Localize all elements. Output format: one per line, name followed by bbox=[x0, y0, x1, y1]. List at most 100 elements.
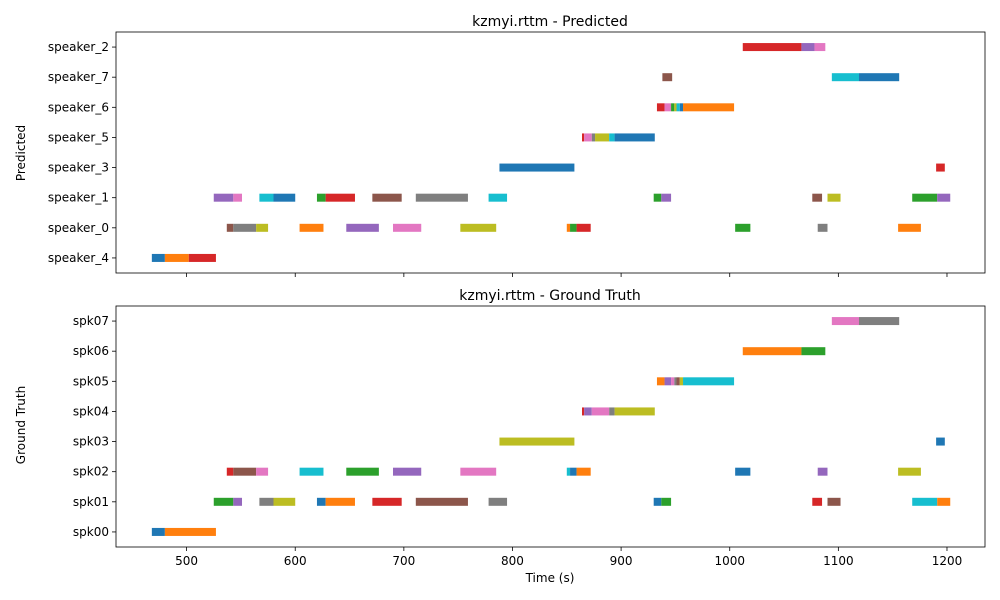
predicted-plot-frame bbox=[115, 31, 986, 274]
predicted-segment-speaker_3 bbox=[936, 163, 945, 172]
predicted-segment-speaker_6 bbox=[674, 103, 677, 112]
ground-truth-segment-spk01 bbox=[415, 497, 468, 506]
predicted-segment-speaker_0 bbox=[898, 223, 921, 232]
x-tick-label: 900 bbox=[610, 554, 633, 568]
ground-truth-segment-spk02 bbox=[299, 467, 324, 476]
ground-truth-segment-spk02 bbox=[576, 467, 591, 476]
x-axis-label: Time (s) bbox=[525, 571, 575, 585]
predicted-segment-speaker_6 bbox=[656, 103, 665, 112]
predicted-segment-speaker_1 bbox=[661, 193, 672, 202]
predicted-y-tick-label: speaker_7 bbox=[48, 70, 109, 84]
ground-truth-segment-spk01 bbox=[213, 497, 234, 506]
predicted-segment-speaker_3 bbox=[499, 163, 575, 172]
predicted-y-ticks: speaker_4 speaker_0 speaker_1 speaker_3 spea… bbox=[48, 40, 116, 265]
ground-truth-y-tick-label: spk04 bbox=[73, 404, 109, 418]
predicted-segment-speaker_1 bbox=[316, 193, 326, 202]
ground-truth-y-tick-label: spk05 bbox=[73, 374, 109, 388]
ground-truth-segment-spk01 bbox=[316, 497, 326, 506]
predicted-segment-speaker_1 bbox=[415, 193, 468, 202]
predicted-segment-speaker_1 bbox=[827, 193, 841, 202]
predicted-y-tick-label: speaker_3 bbox=[48, 161, 109, 175]
ground-truth-segment-spk01 bbox=[259, 497, 274, 506]
ground-truth-segment-spk01 bbox=[827, 497, 841, 506]
ground-truth-segment-spk06 bbox=[742, 347, 802, 356]
predicted-segment-speaker_0 bbox=[226, 223, 234, 232]
ground-truth-y-tick-label: spk06 bbox=[73, 344, 109, 358]
predicted-segment-speaker_2 bbox=[801, 43, 815, 52]
predicted-segment-speaker_5 bbox=[614, 133, 655, 142]
predicted-segment-speaker_7 bbox=[662, 73, 673, 82]
predicted-y-tick-label: speaker_1 bbox=[48, 191, 109, 205]
predicted-segment-speaker_0 bbox=[566, 223, 571, 232]
predicted-panel: kzmyi.rttm - Predicted Predicted speaker… bbox=[14, 14, 986, 277]
ground-truth-segment-spk01 bbox=[488, 497, 508, 506]
x-tick-label: 800 bbox=[501, 554, 524, 568]
ground-truth-segment-spk00 bbox=[151, 527, 165, 536]
predicted-segment-speaker_1 bbox=[372, 193, 402, 202]
ground-truth-segment-spk01 bbox=[661, 497, 672, 506]
predicted-segment-speaker_0 bbox=[570, 223, 577, 232]
ground-truth-title: kzmyi.rttm - Ground Truth bbox=[459, 288, 640, 304]
ground-truth-segment-spk01 bbox=[325, 497, 355, 506]
predicted-segments bbox=[151, 43, 951, 262]
predicted-segment-speaker_6 bbox=[683, 103, 735, 112]
predicted-segment-speaker_1 bbox=[653, 193, 662, 202]
predicted-segment-speaker_0 bbox=[817, 223, 828, 232]
x-tick-label: 1200 bbox=[932, 554, 963, 568]
predicted-segment-speaker_5 bbox=[595, 133, 610, 142]
ground-truth-segment-spk05 bbox=[671, 377, 675, 386]
predicted-segment-speaker_1 bbox=[488, 193, 508, 202]
ground-truth-segment-spk02 bbox=[817, 467, 828, 476]
predicted-y-tick-label: speaker_6 bbox=[48, 100, 109, 114]
ground-truth-y-ticks: spk00 spk01 spk02 spk03 spk04 spk05 spk06 spk07 bbox=[73, 314, 116, 539]
predicted-x-ticks bbox=[186, 273, 948, 277]
ground-truth-segment-spk05 bbox=[674, 377, 677, 386]
x-tick-label: 700 bbox=[392, 554, 415, 568]
ground-truth-segments bbox=[151, 317, 951, 536]
predicted-segment-speaker_1 bbox=[213, 193, 234, 202]
ground-truth-segment-spk04 bbox=[591, 407, 610, 416]
ground-truth-segment-spk02 bbox=[226, 467, 234, 476]
predicted-segment-speaker_5 bbox=[591, 133, 596, 142]
ground-truth-segment-spk02 bbox=[392, 467, 422, 476]
predicted-segment-speaker_1 bbox=[325, 193, 355, 202]
ground-truth-segment-spk02 bbox=[233, 467, 257, 476]
predicted-y-axis-label: Predicted bbox=[14, 125, 28, 181]
predicted-segment-speaker_6 bbox=[671, 103, 675, 112]
predicted-segment-speaker_0 bbox=[233, 223, 257, 232]
predicted-segment-speaker_0 bbox=[346, 223, 379, 232]
predicted-segment-speaker_5 bbox=[582, 133, 585, 142]
ground-truth-segment-spk06 bbox=[801, 347, 826, 356]
ground-truth-segment-spk05 bbox=[683, 377, 735, 386]
ground-truth-segment-spk00 bbox=[164, 527, 216, 536]
predicted-segment-speaker_1 bbox=[812, 193, 823, 202]
ground-truth-segment-spk01 bbox=[653, 497, 662, 506]
predicted-segment-speaker_1 bbox=[937, 193, 951, 202]
predicted-y-tick-label: speaker_0 bbox=[48, 221, 109, 235]
ground-truth-segment-spk04 bbox=[614, 407, 655, 416]
ground-truth-segment-spk01 bbox=[937, 497, 951, 506]
ground-truth-segment-spk02 bbox=[256, 467, 269, 476]
ground-truth-segment-spk02 bbox=[346, 467, 379, 476]
x-tick-label: 500 bbox=[175, 554, 198, 568]
ground-truth-segment-spk04 bbox=[582, 407, 585, 416]
ground-truth-segment-spk02 bbox=[735, 467, 751, 476]
predicted-segment-speaker_4 bbox=[188, 253, 216, 262]
predicted-y-tick-label: speaker_5 bbox=[48, 130, 109, 144]
ground-truth-y-tick-label: spk07 bbox=[73, 314, 109, 328]
ground-truth-segment-spk05 bbox=[676, 377, 680, 386]
predicted-segment-speaker_7 bbox=[831, 73, 859, 82]
ground-truth-segment-spk04 bbox=[609, 407, 615, 416]
ground-truth-panel: kzmyi.rttm - Ground Truth Ground Truth T… bbox=[14, 288, 986, 585]
predicted-segment-speaker_5 bbox=[584, 133, 592, 142]
ground-truth-x-ticks: 500 600 700 800 900 1000 1100 1200 bbox=[175, 547, 962, 568]
ground-truth-y-tick-label: spk03 bbox=[73, 435, 109, 449]
predicted-segment-speaker_0 bbox=[460, 223, 497, 232]
predicted-segment-speaker_0 bbox=[735, 223, 751, 232]
ground-truth-y-tick-label: spk01 bbox=[73, 495, 109, 509]
predicted-segment-speaker_4 bbox=[151, 253, 165, 262]
predicted-segment-speaker_2 bbox=[742, 43, 802, 52]
ground-truth-segment-spk03 bbox=[499, 437, 575, 446]
ground-truth-segment-spk01 bbox=[233, 497, 243, 506]
predicted-segment-speaker_6 bbox=[679, 103, 684, 112]
